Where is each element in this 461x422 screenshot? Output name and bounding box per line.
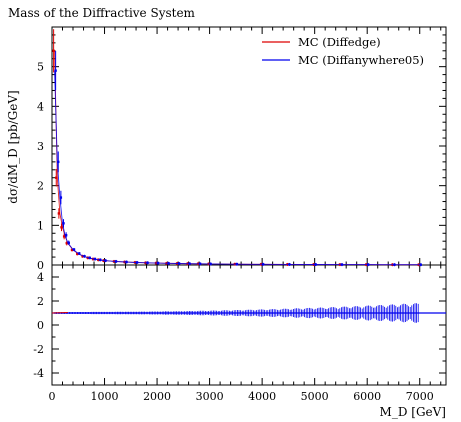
point-mc-diffanywhere05-7 — [78, 252, 81, 255]
x-tick-label-3: 3000 — [196, 390, 224, 403]
y-axis-label: dσ/dM_D [pb/GeV] — [6, 90, 20, 203]
ratio-y-tick-label-1: -2 — [33, 343, 44, 356]
point-mc-diffedge-0 — [52, 49, 55, 52]
x-axis-label: M_D [GeV] — [380, 405, 446, 419]
point-mc-diffedge-5 — [65, 241, 68, 245]
point-mc-diffedge-1 — [55, 176, 58, 179]
point-mc-diffanywhere05-4 — [64, 234, 68, 237]
point-mc-diffedge-7 — [76, 252, 79, 256]
point-mc-diffedge-4 — [62, 235, 66, 238]
point-mc-diffanywhere05-6 — [72, 248, 76, 251]
y-tick-label-4: 4 — [37, 100, 44, 113]
point-mc-diffanywhere05-5 — [67, 241, 70, 244]
ratio-y-tick-label-0: -4 — [33, 367, 44, 380]
x-tick-label-2: 2000 — [143, 390, 171, 403]
point-mc-diffedge-3 — [60, 226, 63, 229]
point-mc-diffanywhere05-2 — [59, 196, 63, 199]
y-tick-label-5: 5 — [37, 61, 44, 74]
x-tick-label-4: 4000 — [248, 390, 276, 403]
legend-label-diffedge: MC (Diffedge) — [298, 35, 381, 49]
x-tick-label-5: 5000 — [301, 390, 329, 403]
series-line-mc-diffedge — [54, 50, 420, 266]
y-tick-label-2: 2 — [37, 180, 44, 193]
y-tick-label-3: 3 — [37, 140, 44, 153]
x-tick-label-7: 7000 — [406, 390, 434, 403]
point-mc-diffanywhere05-1 — [57, 160, 60, 164]
ratio-y-tick-label-3: 2 — [37, 295, 44, 308]
point-mc-diffanywhere05-30 — [419, 263, 422, 266]
x-tick-label-1: 1000 — [91, 390, 119, 403]
ratio-plot-panel — [51, 264, 447, 386]
ratio-y-tick-label-2: 0 — [37, 319, 44, 332]
legend-label-diffanywhere05: MC (Diffanywhere05) — [298, 53, 424, 67]
x-tick-label-0: 0 — [49, 390, 56, 403]
ratio-line-diffedge — [51, 312, 68, 314]
point-mc-diffanywhere05-3 — [62, 222, 65, 225]
series-line-mc-diffanywhere05 — [54, 70, 420, 266]
point-mc-diffanywhere05-0 — [54, 69, 57, 72]
ratio-y-tick-label-4: 4 — [37, 271, 44, 284]
point-mc-diffedge-6 — [70, 248, 74, 252]
x-tick-label-6: 6000 — [353, 390, 381, 403]
y-tick-label-0: 0 — [37, 259, 44, 272]
chart-title: Mass of the Diffractive System — [8, 6, 196, 20]
point-mc-diffedge-2 — [57, 212, 61, 215]
y-tick-label-1: 1 — [37, 219, 44, 232]
legend: MC (Diffedge) MC (Diffanywhere05) — [262, 35, 424, 67]
